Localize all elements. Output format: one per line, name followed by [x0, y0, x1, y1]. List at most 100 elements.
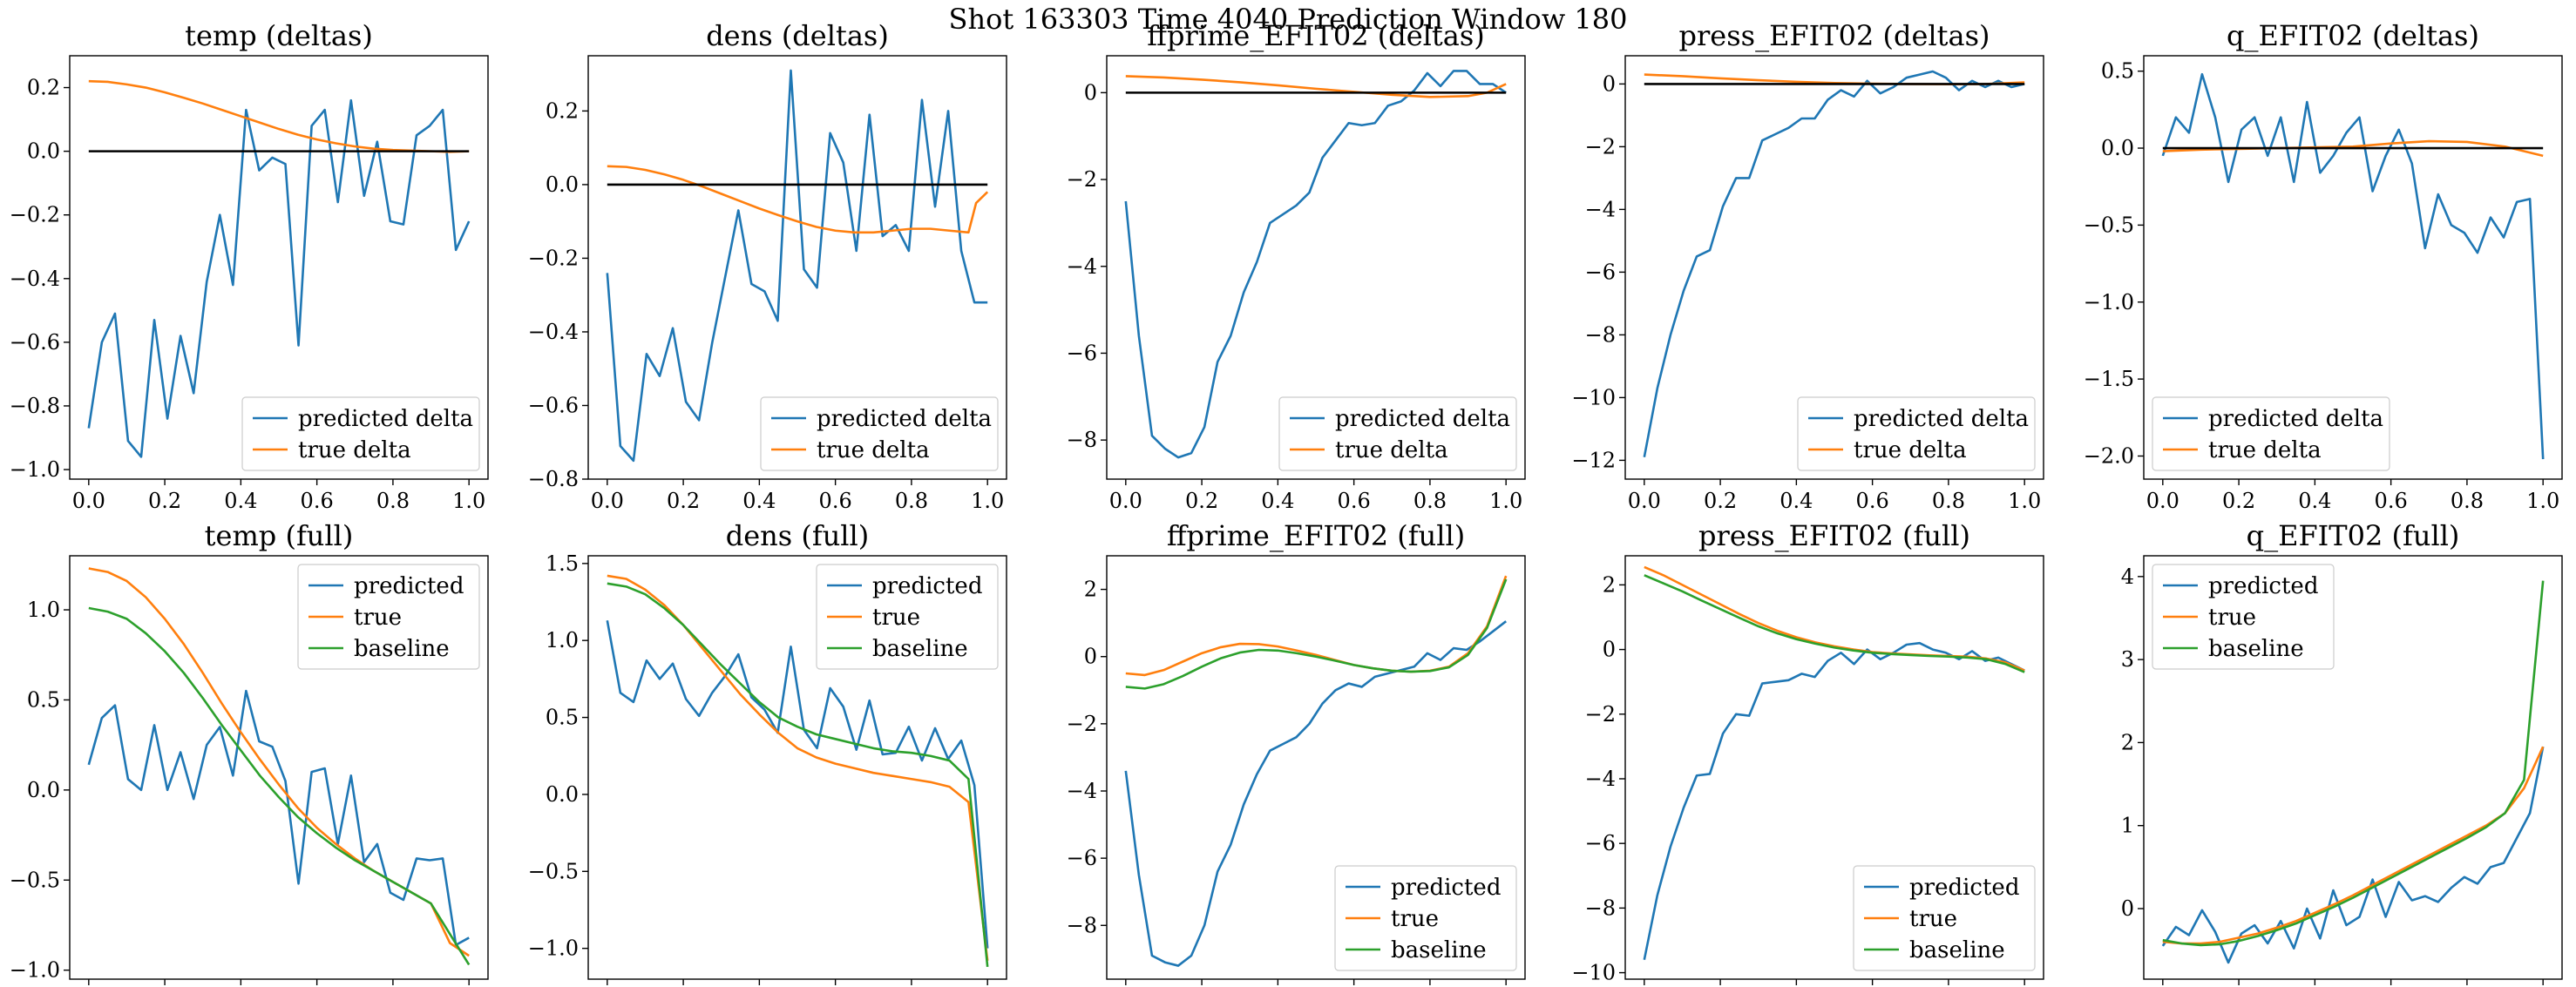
- subplot-9: press_EFIT02 (full)0.00.20.40.60.81.0−10…: [1571, 519, 2044, 985]
- axes-frame: [2143, 555, 2563, 980]
- x-tick-label: 0.4: [224, 489, 257, 513]
- legend-label: predicted delta: [1335, 406, 1510, 432]
- y-tick-label: 0.0: [546, 172, 579, 197]
- legend-label: predicted: [354, 573, 464, 599]
- legend-label: true: [872, 605, 920, 631]
- y-tick-label: 0.0: [27, 778, 60, 802]
- y-tick-label: −10: [1571, 961, 1616, 985]
- legend: predicted delta true delta: [760, 396, 999, 471]
- subplot-6: temp (full)0.00.20.40.60.81.0−1.0−0.50.0…: [10, 519, 489, 985]
- legend: predicted delta true delta: [2152, 396, 2390, 471]
- legend-label: true: [1391, 906, 1439, 932]
- legend-label: predicted: [872, 573, 982, 599]
- subplot-title: press_EFIT02 (full): [1698, 519, 1970, 552]
- series-group: [1643, 70, 2025, 458]
- legend-box: [1853, 865, 2036, 971]
- legend-label: true delta: [298, 437, 411, 463]
- y-tick-label: 4: [2121, 564, 2134, 589]
- series-line-predicted-delta: [606, 69, 988, 463]
- legend-box: [760, 396, 999, 471]
- legend-label: true: [2208, 605, 2256, 631]
- y-tick-label: 0: [1603, 638, 1616, 662]
- y-tick-label: 0.5: [27, 687, 60, 712]
- axes-frame: [1106, 555, 1526, 980]
- series-line-predicted-delta: [1643, 70, 2025, 458]
- figure-suptitle: Shot 163303 Time 4040 Prediction Window …: [949, 3, 1628, 36]
- series-line-baseline: [1125, 578, 1508, 690]
- y-tick-label: 2: [1603, 572, 1616, 597]
- x-tick-label: 0.4: [1779, 489, 1813, 513]
- legend: predicted true baseline: [1334, 865, 1517, 971]
- subplot-2: dens (deltas) 0.0 0.2 0.4 0.6 0.8 1.0 −0.8 −0.6 −…: [528, 19, 1007, 513]
- axes-frame: [69, 55, 489, 480]
- legend-label: baseline: [354, 636, 450, 662]
- y-tick-label: 0.0: [2101, 136, 2134, 160]
- x-tick-label: 0.2: [1185, 489, 1218, 513]
- axes-frame: [69, 555, 489, 980]
- legend-box: [2152, 564, 2335, 670]
- y-tick-label: −0.5: [528, 859, 579, 883]
- y-tick-label: −4: [1067, 779, 1097, 803]
- series-line-true-delta: [88, 79, 470, 153]
- y-tick-label: −4: [1585, 197, 1616, 221]
- legend-label: predicted: [2208, 573, 2318, 599]
- y-tick-label: −6: [1585, 831, 1616, 855]
- y-tick-label: −6: [1585, 260, 1616, 284]
- legend-box: [241, 396, 480, 471]
- y-tick-label: 2: [2121, 730, 2134, 754]
- subplot-title: q_EFIT02 (full): [2247, 519, 2460, 552]
- y-tick-label: 0.5: [2101, 59, 2134, 84]
- series-line-baseline: [2162, 580, 2545, 947]
- legend: predicted delta true delta: [1797, 396, 2036, 471]
- y-tick-label: −4: [1067, 254, 1097, 279]
- x-tick-label: 0.0: [72, 489, 105, 513]
- y-tick-label: 1: [2121, 814, 2134, 838]
- x-tick-label: 1.0: [2526, 489, 2559, 513]
- series-line-true: [2162, 746, 2545, 945]
- x-tick-label: 0.6: [2375, 489, 2408, 513]
- series-line-predicted: [1124, 620, 1507, 967]
- x-tick-label: 0.0: [1109, 489, 1142, 513]
- legend-label: predicted: [1391, 875, 1501, 901]
- y-tick-label: −6: [1067, 341, 1097, 365]
- x-tick-label: 0.4: [742, 489, 776, 513]
- legend-label: true delta: [1335, 437, 1448, 463]
- series-line-predicted: [2161, 746, 2545, 964]
- series-line-predicted-delta: [2161, 72, 2545, 460]
- x-tick-label: 0.2: [667, 489, 700, 513]
- series-line-predicted-delta: [87, 98, 471, 458]
- subplot-10: q_EFIT02 (full)0.00.20.40.60.81.001234pr…: [2121, 519, 2563, 985]
- x-tick-label: 0.8: [895, 489, 928, 513]
- subplot-5: q_EFIT02 (deltas) 0.0 0.2 0.4 0.6 0.8 1.0 −2.0 −…: [2084, 19, 2563, 513]
- x-tick-label: 0.6: [1856, 489, 1889, 513]
- subplot-title: ffprime_EFIT02 (deltas): [1147, 19, 1484, 52]
- y-tick-label: −0.2: [528, 246, 579, 270]
- x-tick-label: 0.4: [1261, 489, 1294, 513]
- legend-label: baseline: [872, 636, 968, 662]
- y-tick-label: 0.0: [546, 782, 579, 807]
- y-tick-label: −8: [1585, 896, 1616, 920]
- y-tick-label: −0.4: [528, 320, 579, 344]
- y-tick-label: −1.5: [2084, 367, 2134, 391]
- legend-label: true: [354, 605, 402, 631]
- legend-box: [1278, 396, 1517, 471]
- subplot-title: ffprime_EFIT02 (full): [1167, 519, 1465, 552]
- legend: predicted true baseline: [297, 564, 480, 670]
- series-line-true-delta: [607, 165, 989, 234]
- series-line-predicted-delta: [1124, 70, 1507, 459]
- y-tick-label: 0: [1603, 71, 1616, 96]
- legend-box: [1334, 865, 1517, 971]
- series-line-true-delta: [1125, 75, 1507, 98]
- x-tick-label: 0.0: [1628, 489, 1661, 513]
- legend-box: [1797, 396, 2036, 471]
- x-tick-label: 0.2: [148, 489, 181, 513]
- series-group: [2161, 72, 2545, 460]
- legend-label: predicted delta: [1854, 406, 2029, 432]
- y-tick-label: 1.5: [546, 551, 579, 576]
- series-line-baseline: [1644, 574, 2025, 673]
- legend-box: [816, 564, 999, 670]
- y-tick-label: −8: [1585, 322, 1616, 347]
- x-tick-label: 0.0: [591, 489, 624, 513]
- x-tick-label: 0.8: [376, 489, 410, 513]
